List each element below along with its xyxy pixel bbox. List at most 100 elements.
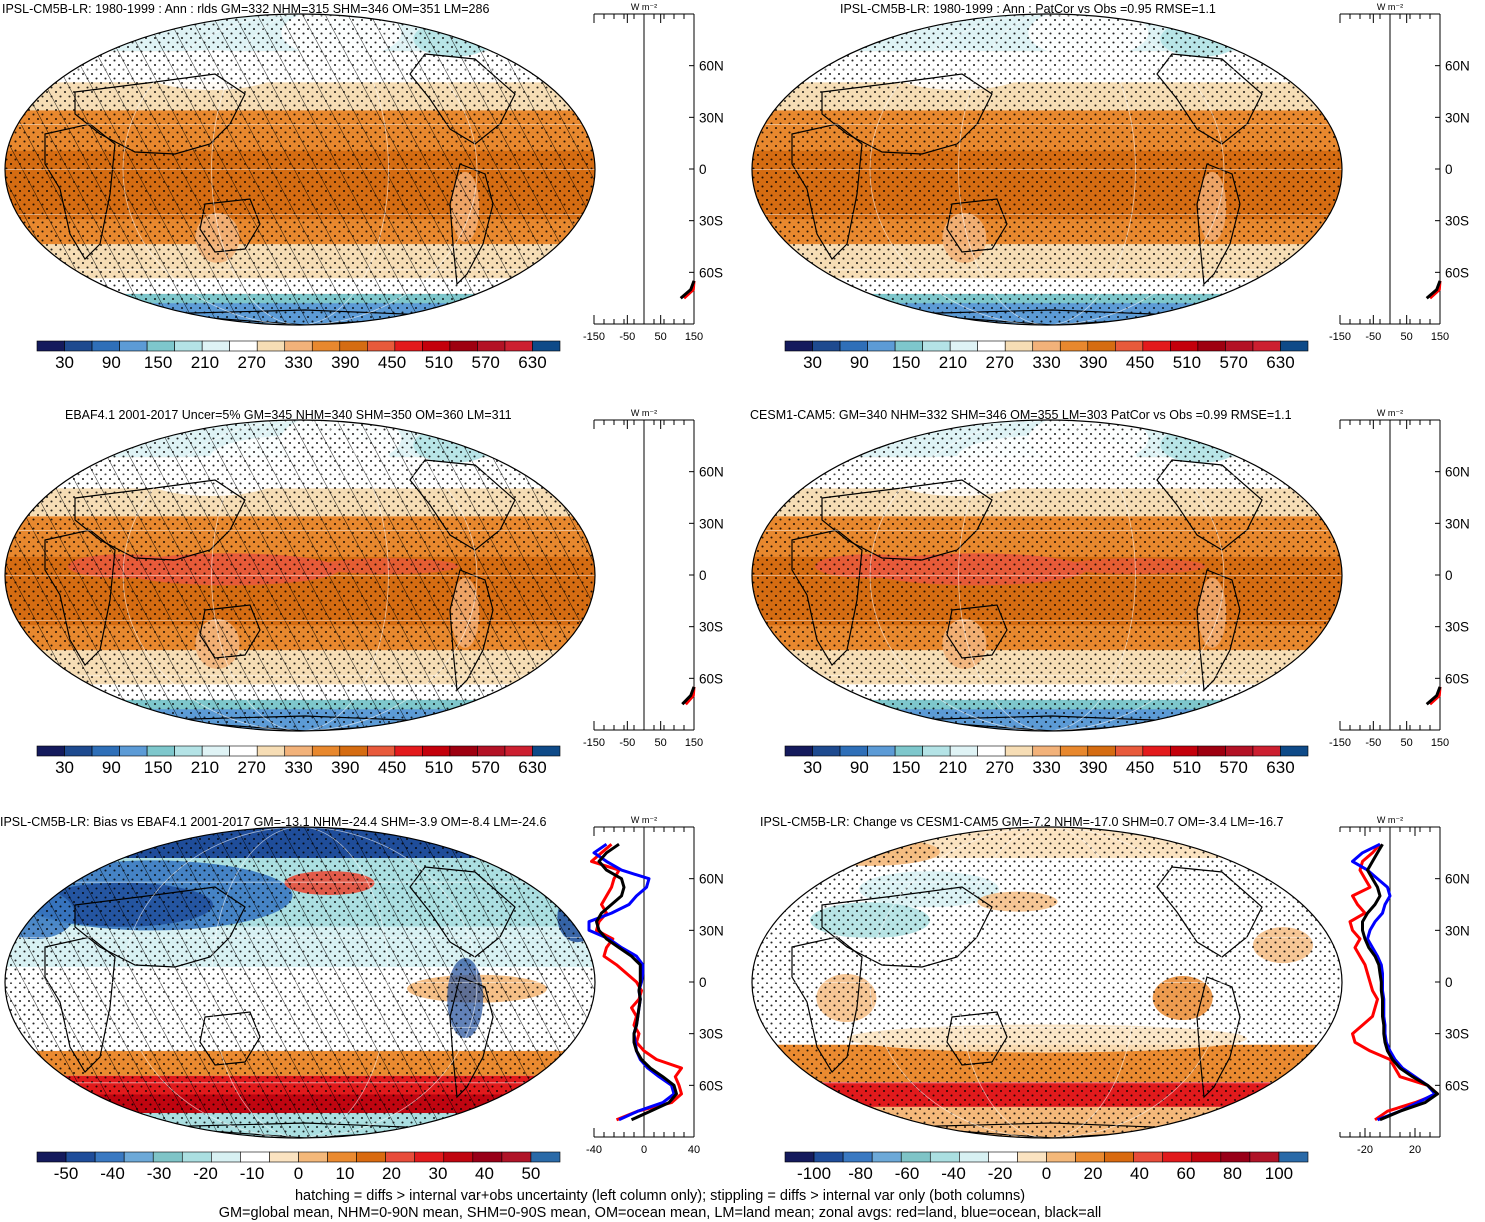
graticule-lon xyxy=(869,420,1048,731)
colorbar-swatch xyxy=(894,340,923,352)
zonal-mean-panel: 60N 30N 0 30S 60S -150 -50 50 150 W m⁻² xyxy=(1329,408,1470,749)
colorbar-label: -40 xyxy=(941,1164,966,1183)
colorbar-label: 150 xyxy=(144,758,172,777)
colorbar-swatch xyxy=(812,340,841,352)
colorbar-swatch xyxy=(327,1151,357,1163)
graticule-lon xyxy=(869,827,1048,1138)
x-tick-label: 50 xyxy=(1401,737,1413,749)
colorbar-swatch xyxy=(1133,1151,1164,1163)
colorbar-swatch xyxy=(894,745,923,757)
colorbar-label: -30 xyxy=(147,1164,172,1183)
x-tick-label: -20 xyxy=(1357,1144,1373,1156)
footer-note-hatching: hatching = diffs > internal var+obs unce… xyxy=(294,1188,1026,1204)
lat-tick-label: 0 xyxy=(699,568,707,583)
lat-tick-label: 30S xyxy=(1445,620,1469,635)
footer-note-means: GM=global mean, NHM=0-90N mean, SHM=0-90… xyxy=(218,1205,1102,1221)
colorbar-label: 510 xyxy=(425,758,453,777)
colorbar-label: -50 xyxy=(54,1164,79,1183)
colorbar-label: 50 xyxy=(521,1164,540,1183)
colorbar-swatch xyxy=(949,745,978,757)
colorbar: 30 90 150 210 270 330 390 450 510 570 630 xyxy=(36,340,561,372)
zonal-line-all xyxy=(679,280,696,300)
colorbar: -100 -80 -60 -40 -20 0 20 40 60 80 100 xyxy=(784,1151,1309,1183)
x-tick-label: -50 xyxy=(1365,331,1381,343)
graticule-lon xyxy=(299,827,389,1138)
x-tick-label: -150 xyxy=(583,737,605,749)
x-tick-label: 150 xyxy=(1431,331,1449,343)
colorbar-label: 630 xyxy=(518,353,546,372)
colorbar-swatch xyxy=(812,745,841,757)
colorbar-swatch xyxy=(123,1151,154,1163)
colorbar-swatch xyxy=(311,745,341,757)
colorbar-swatch xyxy=(922,745,951,757)
colorbar-swatch xyxy=(385,1151,416,1163)
zonal-line-ocean xyxy=(587,842,676,1122)
map-border xyxy=(751,419,1343,732)
colorbar-label: 270 xyxy=(238,353,266,372)
colorbar-label: 330 xyxy=(1032,353,1060,372)
x-tick-label: -50 xyxy=(1365,737,1381,749)
zonal-line-all xyxy=(1425,280,1442,300)
graticule-lon xyxy=(122,827,301,1138)
colorbar-label: -60 xyxy=(895,1164,920,1183)
lat-tick-label: 0 xyxy=(699,162,707,177)
panel-title: IPSL-CM5B-LR: Change vs CESM1-CAM5 GM=-7… xyxy=(760,815,1283,829)
lat-tick-label: 30N xyxy=(699,516,724,531)
colorbar-label: 210 xyxy=(191,353,219,372)
graticule-lon xyxy=(211,420,301,731)
x-tick-label: 50 xyxy=(655,737,667,749)
lat-tick-label: 30N xyxy=(1445,923,1470,938)
map-panel xyxy=(751,826,1343,1139)
colorbar-swatch xyxy=(1004,745,1034,757)
colorbar-swatch xyxy=(1059,745,1089,757)
lat-tick-label: 30S xyxy=(1445,214,1469,229)
zonal-line-ocean xyxy=(1351,842,1437,1122)
lat-tick-label: 60S xyxy=(699,265,723,280)
colorbar-swatch xyxy=(36,340,65,352)
lat-tick-label: 60N xyxy=(699,59,724,74)
colorbar-swatch xyxy=(284,340,313,352)
x-tick-label: -150 xyxy=(1329,331,1351,343)
lat-tick-label: 30S xyxy=(699,214,723,229)
colorbar-swatch xyxy=(1115,745,1144,757)
colorbar-swatch xyxy=(959,1151,989,1163)
colorbar-swatch xyxy=(784,340,813,352)
colorbar-swatch xyxy=(146,745,175,757)
zonal-line-all xyxy=(1425,686,1442,706)
x-tick-label: 150 xyxy=(685,737,703,749)
colorbar-label: 570 xyxy=(471,758,499,777)
colorbar-swatch xyxy=(784,1151,815,1163)
colorbar-label: 630 xyxy=(1266,353,1294,372)
colorbar-label: 630 xyxy=(518,758,546,777)
lat-tick-label: 30N xyxy=(1445,516,1470,531)
colorbar-swatch xyxy=(477,745,506,757)
colorbar-swatch xyxy=(256,340,286,352)
map-border xyxy=(4,826,596,1139)
graticule-lon xyxy=(958,827,1048,1138)
colorbar-swatch xyxy=(269,1151,299,1163)
colorbar-swatch xyxy=(1142,340,1171,352)
graticule-lon xyxy=(299,420,478,731)
colorbar-label: 80 xyxy=(1223,1164,1242,1183)
colorbar-swatch xyxy=(1142,745,1171,757)
lat-tick-label: 30N xyxy=(699,110,724,125)
colorbar-label: 390 xyxy=(1079,353,1107,372)
x-tick-label: 50 xyxy=(655,331,667,343)
x-tick-label: 50 xyxy=(1401,331,1413,343)
colorbar-swatch xyxy=(311,340,341,352)
lat-tick-label: 60S xyxy=(1445,1078,1469,1093)
unit-label: W m⁻² xyxy=(1377,408,1403,418)
colorbar-label: 30 xyxy=(55,353,74,372)
panel-title: IPSL-CM5B-LR: Bias vs EBAF4.1 2001-2017 … xyxy=(0,815,546,829)
colorbar-swatch xyxy=(1032,340,1061,352)
colorbar-swatch xyxy=(449,745,478,757)
lat-tick-label: 60N xyxy=(699,872,724,887)
colorbar-swatch xyxy=(504,745,533,757)
colorbar-swatch xyxy=(256,745,286,757)
colorbar-swatch xyxy=(813,1151,844,1163)
colorbar-swatch xyxy=(367,745,396,757)
colorbar-swatch xyxy=(229,340,258,352)
panel-title: CESM1-CAM5: GM=340 NHM=332 SHM=346 OM=35… xyxy=(750,408,1292,422)
graticule-lon xyxy=(1046,827,1136,1138)
zonal-line-land xyxy=(1348,843,1439,1122)
